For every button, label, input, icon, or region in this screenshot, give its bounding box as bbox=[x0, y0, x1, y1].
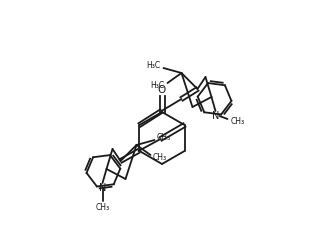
Text: CH₃: CH₃ bbox=[156, 134, 170, 142]
Text: H₃C: H₃C bbox=[146, 62, 161, 71]
Text: O: O bbox=[158, 85, 166, 95]
Text: N: N bbox=[99, 183, 106, 193]
Text: CH₃: CH₃ bbox=[96, 204, 110, 213]
Text: H₃C: H₃C bbox=[150, 81, 165, 90]
Text: CH₃: CH₃ bbox=[230, 117, 245, 125]
Text: N: N bbox=[212, 111, 219, 121]
Text: CH₃: CH₃ bbox=[153, 153, 167, 161]
